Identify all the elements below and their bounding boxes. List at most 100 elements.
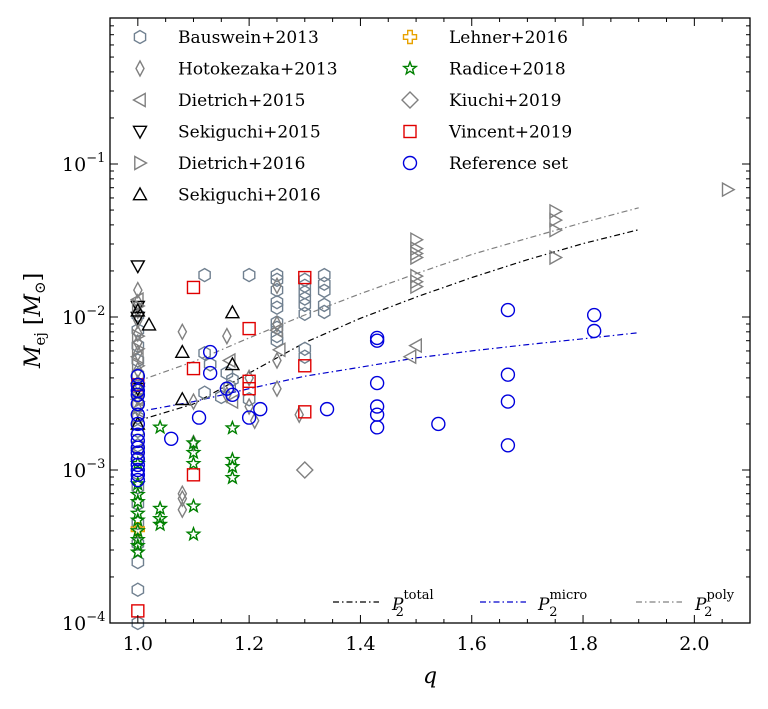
point-radice-2018 xyxy=(129,531,146,547)
series-radice-2018 xyxy=(129,418,241,560)
point-radice-2018 xyxy=(129,543,146,560)
point-reference-set xyxy=(369,333,385,348)
point-reference-set xyxy=(130,407,146,422)
point-radice-2018 xyxy=(152,418,169,435)
legend-label-dietrich-2016: Dietrich+2016 xyxy=(178,154,306,174)
legend-marker-dietrich-2015 xyxy=(132,92,146,108)
point-sekiguchi-2015 xyxy=(130,260,146,275)
point-reference-set xyxy=(130,472,146,488)
fit-legend: Ptotal 2 Pmicro 2 Ppoly 2 xyxy=(333,588,735,620)
point-vincent-2019 xyxy=(186,468,201,482)
fit-line-poly xyxy=(137,207,639,382)
point-reference-set xyxy=(130,467,146,483)
series-sekiguchi-2016 xyxy=(130,302,241,430)
point-bauswein-2013 xyxy=(131,515,145,531)
point-vincent-2019 xyxy=(298,359,312,373)
point-reference-set xyxy=(586,323,602,339)
point-radice-2018 xyxy=(129,486,146,502)
point-bauswein-2013 xyxy=(242,267,256,283)
y-tick-label: 10−4 xyxy=(62,610,105,635)
legend-label-lehner-2016: Lehner+2016 xyxy=(449,28,568,48)
point-bauswein-2013 xyxy=(298,341,312,357)
point-dietrich-2015 xyxy=(224,393,239,410)
point-dietrich-2016 xyxy=(410,232,425,248)
y-tick-label: 10−3 xyxy=(62,457,105,482)
legend-marker-reference-set xyxy=(402,155,418,171)
point-bauswein-2013 xyxy=(317,267,331,283)
point-vincent-2019 xyxy=(186,280,201,295)
series-kiuchi-2019 xyxy=(295,461,314,479)
point-sekiguchi-2016 xyxy=(224,356,241,371)
point-reference-set xyxy=(241,410,257,425)
point-bauswein-2013 xyxy=(270,267,284,283)
point-bauswein-2013 xyxy=(131,582,145,598)
point-hotokezaka-2013 xyxy=(133,281,143,300)
point-bauswein-2013 xyxy=(298,297,312,313)
point-radice-2018 xyxy=(224,419,241,435)
point-hotokezaka-2013 xyxy=(249,411,260,430)
point-sekiguchi-2016 xyxy=(130,302,146,317)
point-reference-set xyxy=(202,344,218,360)
point-radice-2018 xyxy=(129,537,146,553)
axis-labels: q Mej [M⊙] xyxy=(21,273,437,689)
point-reference-set xyxy=(319,401,335,417)
point-sekiguchi-2016 xyxy=(174,344,190,358)
point-dietrich-2016 xyxy=(131,328,146,344)
point-sekiguchi-2016 xyxy=(141,316,157,331)
point-dietrich-2016 xyxy=(131,298,146,314)
legend-label-bauswein-2013: Bauswein+2013 xyxy=(178,28,319,48)
point-reference-set xyxy=(369,420,385,435)
point-bauswein-2013 xyxy=(317,276,331,292)
legend-label-reference-set: Reference set xyxy=(449,154,568,174)
point-hotokezaka-2013 xyxy=(294,405,304,424)
point-bauswein-2013 xyxy=(198,267,211,283)
point-bauswein-2013 xyxy=(270,282,284,298)
point-bauswein-2013 xyxy=(131,554,145,570)
point-reference-set xyxy=(191,410,207,425)
fit-legend-label-total: Ptotal 2 xyxy=(391,588,434,620)
legend-marker-dietrich-2016 xyxy=(134,155,148,171)
x-tick-label: 1.6 xyxy=(457,633,487,655)
data-points xyxy=(129,181,736,631)
legend-marker-bauswein-2013 xyxy=(133,29,147,45)
point-reference-set xyxy=(586,307,602,323)
legend-marker-sekiguchi-2015 xyxy=(132,125,148,140)
point-bauswein-2013 xyxy=(242,391,256,407)
point-radice-2018 xyxy=(185,525,202,542)
point-dietrich-2016 xyxy=(549,249,564,266)
point-vincent-2019 xyxy=(186,361,201,376)
point-bauswein-2013 xyxy=(270,294,284,310)
point-dietrich-2016 xyxy=(549,212,564,228)
point-hotokezaka-2013 xyxy=(133,333,143,352)
point-radice-2018 xyxy=(185,497,202,514)
point-hotokezaka-2013 xyxy=(272,379,282,398)
point-hotokezaka-2013 xyxy=(272,351,282,370)
point-dietrich-2016 xyxy=(131,358,146,374)
point-hotokezaka-2013 xyxy=(177,484,188,503)
point-dietrich-2016 xyxy=(410,278,425,295)
point-reference-set xyxy=(202,365,218,381)
y-tick-label: 10−1 xyxy=(62,151,105,176)
point-dietrich-2016 xyxy=(131,393,146,410)
point-bauswein-2013 xyxy=(270,272,284,288)
point-dietrich-2016 xyxy=(721,181,736,198)
point-hotokezaka-2013 xyxy=(272,276,282,295)
legend-marker-hotokezaka-2013 xyxy=(135,59,145,78)
point-vincent-2019 xyxy=(242,381,256,396)
legend-marker-kiuchi-2019 xyxy=(401,91,419,109)
point-radice-2018 xyxy=(151,510,169,526)
series-vincent-2019 xyxy=(131,270,312,618)
point-reference-set xyxy=(130,369,146,384)
point-bauswein-2013 xyxy=(203,357,217,372)
y-axis-label: Mej [M⊙] xyxy=(21,273,49,369)
point-reference-set xyxy=(130,383,146,398)
plot-border xyxy=(109,17,751,624)
point-bauswein-2013 xyxy=(317,283,331,299)
axis-ticks: 1.0 1.2 1.4 1.6 1.8 2.0 10−4 10−3 10−2 10−1 xyxy=(62,17,751,655)
legend-label-radice-2018: Radice+2018 xyxy=(449,60,566,80)
point-reference-set xyxy=(369,375,385,391)
point-radice-2018 xyxy=(129,493,146,509)
legend-label-hotokezaka-2013: Hotokezaka+2013 xyxy=(178,60,338,80)
point-bauswein-2013 xyxy=(131,466,145,481)
point-hotokezaka-2013 xyxy=(244,397,254,416)
